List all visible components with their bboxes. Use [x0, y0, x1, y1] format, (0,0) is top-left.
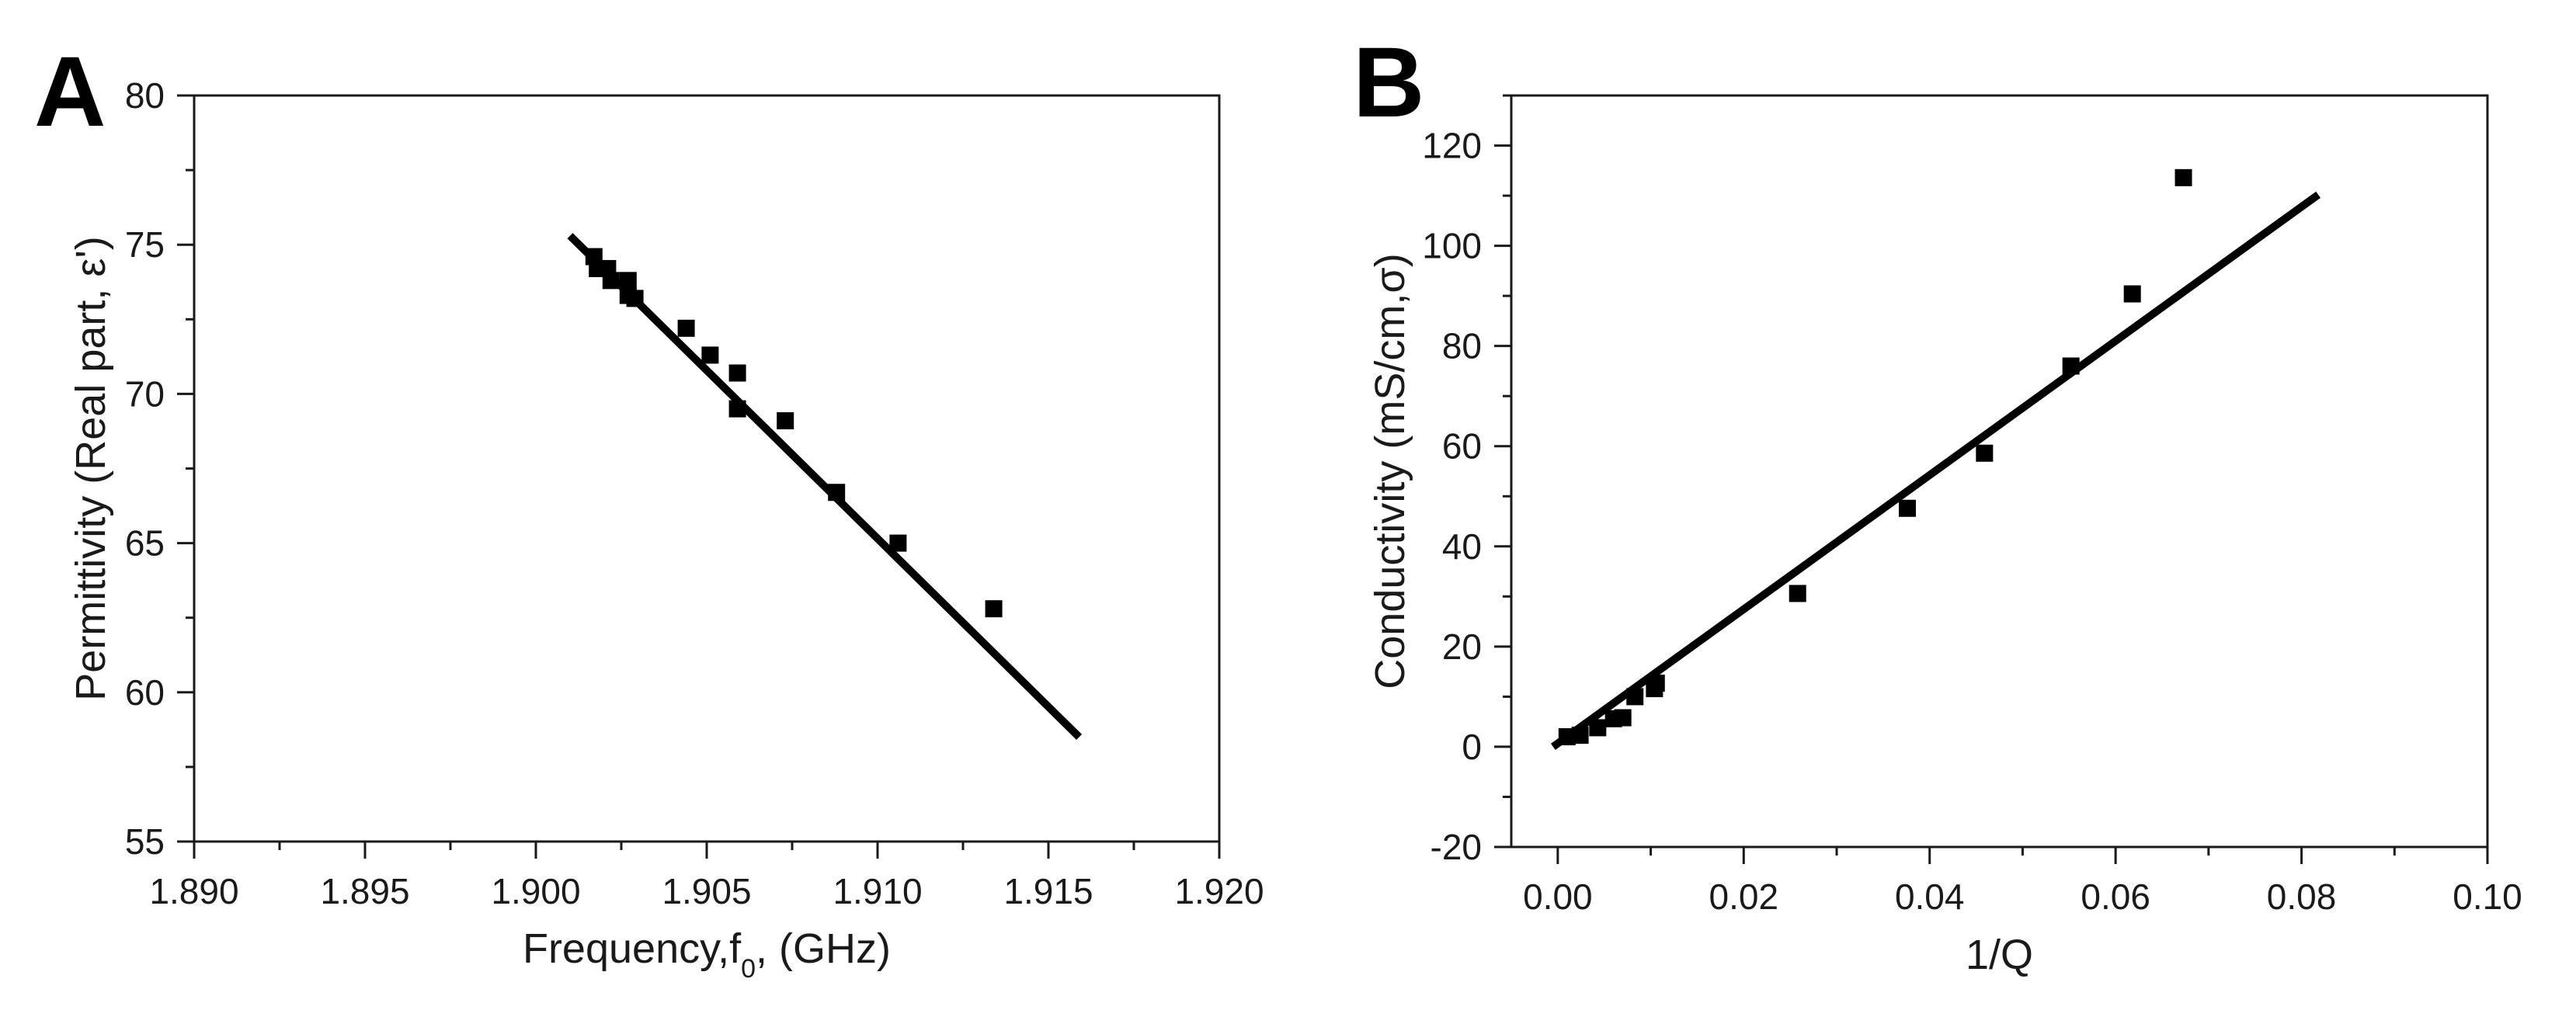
data-point	[1647, 674, 1665, 692]
y-tick-label: 80	[125, 75, 165, 116]
x-tick-label: 1.915	[1003, 871, 1093, 911]
x-tick-label: 0.04	[1895, 876, 1965, 917]
y-tick-label: 0	[1462, 727, 1482, 767]
fit-line	[1550, 191, 2321, 750]
data-point	[728, 364, 746, 382]
y-tick-label: 20	[1442, 626, 1482, 667]
data-point	[1614, 709, 1632, 727]
data-point	[889, 534, 907, 552]
x-tick-label: 1.900	[491, 871, 580, 911]
fit-line	[567, 233, 1083, 741]
y-tick-label: 70	[125, 373, 165, 414]
plot-frame	[193, 94, 1221, 843]
data-point	[777, 411, 794, 429]
y-tick-label: 120	[1422, 126, 1482, 166]
x-tick-label: 1.890	[149, 871, 238, 911]
data-point	[1626, 688, 1644, 706]
data-point	[619, 272, 637, 290]
panel-a: A 1.890 1.895 1.900 1.905 1.910 1.915 1.920 55 60…	[34, 36, 1264, 984]
x-axis-label: Frequency,f0, (GHz)	[523, 925, 891, 984]
y-tick-label: 55	[125, 821, 165, 862]
panel-letter-a: A	[34, 36, 106, 148]
y-tick-label: 60	[1442, 426, 1482, 467]
plot-frame	[1510, 94, 2489, 849]
data-point	[728, 400, 746, 418]
data-point	[701, 346, 719, 364]
data-point	[2123, 285, 2141, 303]
y-axis-label: Permittivity (Real part, ε')	[68, 236, 114, 700]
data-point	[626, 290, 644, 307]
x-tick-label: 0.08	[2267, 876, 2337, 917]
panel-b: B 0.00 0.02 0.04 0.06 0.08 0.10 -20 0 20 40 60 80 100…	[1353, 27, 2522, 978]
data-point	[985, 600, 1003, 618]
x-tick-label: 1.895	[320, 871, 409, 911]
data-point	[677, 319, 695, 337]
y-tick-label: -20	[1431, 827, 1482, 867]
y-tick-label: 75	[125, 224, 165, 265]
y-tick-label: 60	[125, 672, 165, 713]
y-axis-label: Conductivity (mS/cm,σ)	[1367, 253, 1413, 689]
panel-letter-b: B	[1353, 27, 1424, 138]
data-point	[1589, 719, 1607, 737]
x-tick-label: 0.06	[2081, 876, 2150, 917]
x-axis-label: 1/Q	[1966, 932, 2033, 978]
data-point	[1976, 444, 1994, 462]
y-tick-label: 65	[125, 523, 165, 564]
y-tick-label: 40	[1442, 526, 1482, 567]
data-point	[1898, 499, 1916, 517]
data-point	[2174, 168, 2192, 186]
data-point	[602, 272, 620, 290]
y-tick-label: 80	[1442, 326, 1482, 366]
data-point	[1558, 728, 1576, 746]
x-tick-label: 0.00	[1523, 876, 1593, 917]
data-point	[828, 484, 846, 502]
y-tick-label: 100	[1422, 226, 1482, 266]
x-tick-label: 0.10	[2453, 876, 2522, 917]
x-tick-label: 1.905	[662, 871, 751, 911]
data-point	[1789, 585, 1806, 602]
data-point	[1571, 727, 1589, 744]
x-tick-label: 0.02	[1709, 876, 1779, 917]
data-point	[2062, 357, 2080, 375]
x-tick-label: 1.910	[833, 871, 922, 911]
x-tick-label: 1.920	[1174, 871, 1264, 911]
